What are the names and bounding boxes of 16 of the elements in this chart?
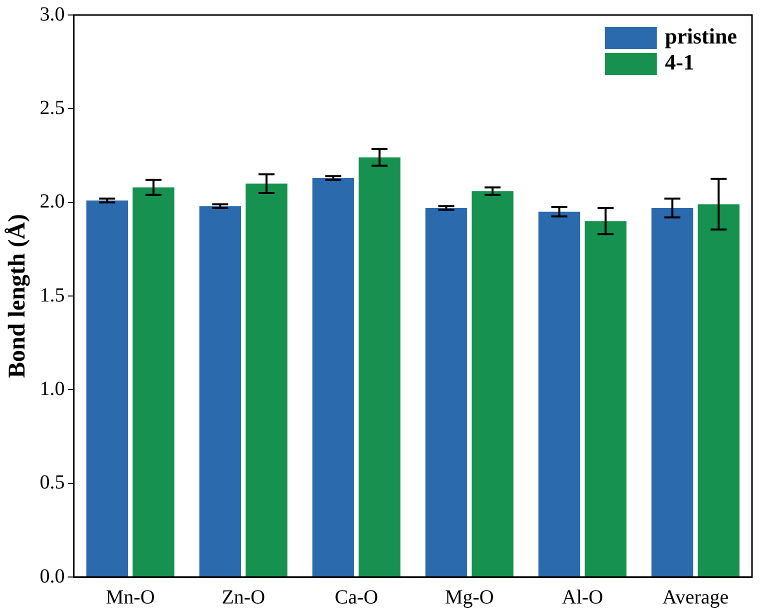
y-axis-title: Bond length (Å) — [4, 214, 31, 378]
legend-label: 4-1 — [664, 50, 694, 75]
x-tick-label: Ca-O — [334, 586, 378, 608]
y-tick-label: 1.0 — [40, 378, 65, 400]
y-tick-label: 2.0 — [40, 190, 65, 213]
y-tick-label: 2.5 — [40, 96, 65, 119]
x-tick-label: Mg-O — [444, 586, 494, 608]
x-tick-label: Al-O — [562, 586, 604, 608]
legend-label: pristine — [664, 24, 738, 49]
x-tick-label: Zn-O — [222, 586, 266, 608]
y-tick-label: 0.5 — [40, 472, 65, 494]
y-tick-label: 0.0 — [40, 565, 65, 588]
y-tick-label: 1.5 — [40, 284, 65, 306]
x-tick-label: Average — [662, 586, 729, 608]
y-tick-label: 3.0 — [40, 3, 65, 26]
x-tick-label: Mn-O — [106, 586, 155, 608]
